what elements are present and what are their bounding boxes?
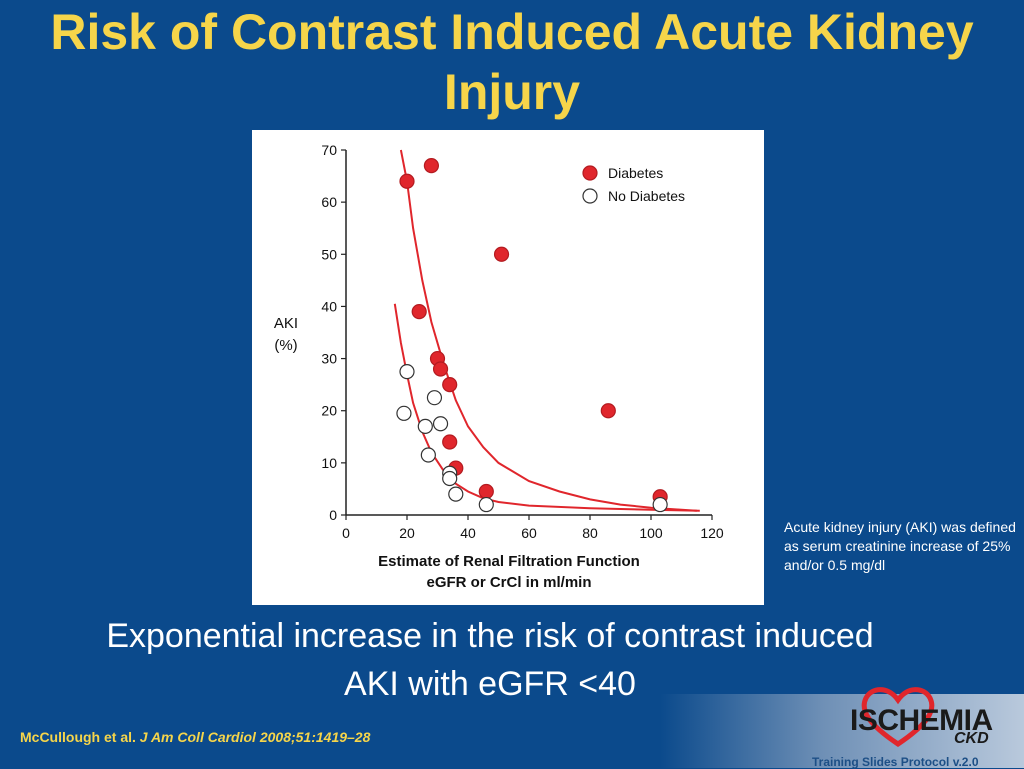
chart-panel: 0 10 20 30 40 50 60 70 0 20 40 60 80 100 120 Diabetes N… [252,130,764,605]
trend-curve-2 [393,303,700,512]
y-tick-label: 30 [321,351,337,367]
no-diabetes-point [432,416,449,432]
citation-journal: J Am Coll Cardiol 2008;51:1419–28 [139,729,371,745]
subtitle-line-1: Exponential increase in the risk of cont… [106,617,874,655]
y-axis-label-line1: AKI [274,315,298,332]
no-diabetes-point [399,364,415,380]
legend-label: No Diabetes [608,188,685,204]
y-tick-label: 70 [321,142,337,158]
citation-authors: McCullough et al. [20,729,136,745]
y-tick-label: 50 [321,246,337,262]
no-diabetes-point [478,496,494,513]
no-diabetes-point [448,486,464,502]
subtitle-line-2: AKI with eGFR <40 [344,665,636,703]
y-axis-label-line2: (%) [274,337,297,354]
no-diabetes-point [442,470,458,487]
diabetes-point [411,304,427,320]
legend-marker [582,165,598,181]
y-tick-label: 40 [321,298,337,314]
x-tick-label: 20 [399,525,415,541]
slide-title: Risk of Contrast Induced Acute Kidney In… [50,4,974,120]
legend-marker [582,188,598,204]
aki-definition-note: Acute kidney injury (AKI) was defined as… [784,519,1016,573]
diabetes-point [493,246,510,262]
x-axis-label-line2: eGFR or CrCl in ml/min [426,574,591,591]
aki-scatter-chart: 0 10 20 30 40 50 60 70 0 20 40 60 80 100 120 Diabetes N… [274,142,724,591]
x-tick-label: 80 [582,525,598,541]
no-diabetes-point [396,405,412,421]
trend-curve-1 [399,149,697,512]
heart-icon [861,687,935,748]
x-tick-label: 40 [460,525,476,541]
diabetes-point [442,434,458,450]
diabetes-point [432,361,449,377]
x-tick-label: 60 [521,525,537,541]
y-tick-label: 0 [329,507,337,523]
diabetes-point [600,403,616,419]
diabetes-point [442,377,458,393]
logo-text: ISCHEMIA [850,704,993,737]
y-tick-label: 10 [321,455,337,471]
y-tick-label: 60 [321,194,337,210]
no-diabetes-point [417,418,433,434]
diabetes-point [399,173,415,189]
diabetes-point [423,158,439,174]
citation: McCullough et al. J Am Coll Cardiol 2008… [20,729,370,745]
no-diabetes-point [652,496,668,513]
footer-band [660,694,1024,768]
no-diabetes-point [426,390,443,406]
x-tick-label: 120 [700,525,724,541]
x-tick-label: 100 [639,525,663,541]
slide-subtitle: Exponential increase in the risk of cont… [20,612,960,708]
legend-label: Diabetes [608,165,663,181]
ischemia-ckd-logo: ISCHEMIA CKD [836,684,1016,754]
diabetes-point [478,483,494,500]
x-axis-label-line1: Estimate of Renal Filtration Function [378,553,640,570]
x-tick-label: 0 [342,525,350,541]
y-tick-label: 20 [321,403,337,419]
footer-training-label: Training Slides Protocol v.2.0 [812,755,979,769]
logo-subtext: CKD [954,730,989,747]
no-diabetes-point [420,447,436,463]
